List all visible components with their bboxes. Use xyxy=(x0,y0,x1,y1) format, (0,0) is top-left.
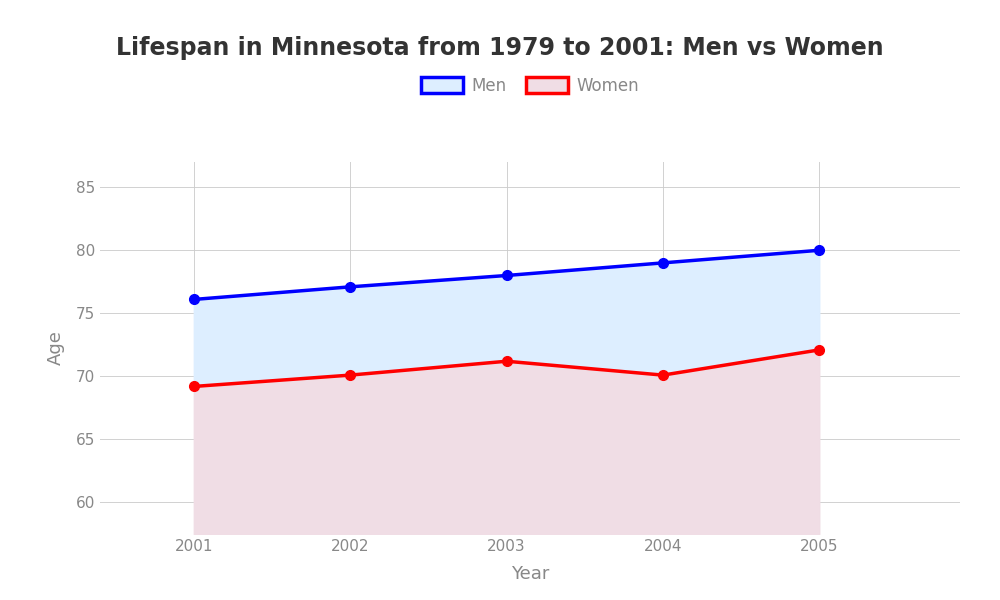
Y-axis label: Age: Age xyxy=(47,331,65,365)
Text: Lifespan in Minnesota from 1979 to 2001: Men vs Women: Lifespan in Minnesota from 1979 to 2001:… xyxy=(116,36,884,60)
X-axis label: Year: Year xyxy=(511,565,549,583)
Legend: Men, Women: Men, Women xyxy=(414,70,646,101)
